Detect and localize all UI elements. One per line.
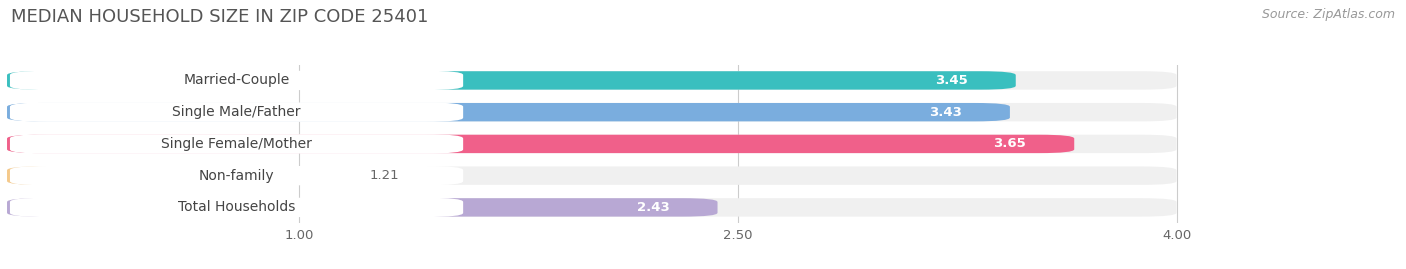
Text: 2.43: 2.43 — [637, 201, 669, 214]
Text: Married-Couple: Married-Couple — [183, 73, 290, 87]
Text: Single Male/Father: Single Male/Father — [173, 105, 301, 119]
FancyBboxPatch shape — [10, 71, 463, 90]
FancyBboxPatch shape — [7, 71, 1177, 90]
FancyBboxPatch shape — [7, 103, 1177, 121]
FancyBboxPatch shape — [7, 167, 361, 185]
Text: Non-family: Non-family — [198, 169, 274, 183]
FancyBboxPatch shape — [7, 135, 1074, 153]
FancyBboxPatch shape — [896, 72, 1007, 89]
FancyBboxPatch shape — [10, 134, 463, 154]
FancyBboxPatch shape — [7, 198, 1177, 217]
Text: 3.43: 3.43 — [929, 106, 962, 119]
Text: Source: ZipAtlas.com: Source: ZipAtlas.com — [1261, 8, 1395, 21]
FancyBboxPatch shape — [955, 136, 1066, 152]
Text: Total Households: Total Households — [179, 200, 295, 214]
Text: Single Female/Mother: Single Female/Mother — [162, 137, 312, 151]
Text: MEDIAN HOUSEHOLD SIZE IN ZIP CODE 25401: MEDIAN HOUSEHOLD SIZE IN ZIP CODE 25401 — [11, 8, 429, 26]
Text: 1.21: 1.21 — [370, 169, 399, 182]
FancyBboxPatch shape — [7, 103, 1010, 121]
FancyBboxPatch shape — [7, 167, 1177, 185]
Text: 3.45: 3.45 — [935, 74, 967, 87]
FancyBboxPatch shape — [10, 102, 463, 122]
FancyBboxPatch shape — [598, 199, 709, 216]
FancyBboxPatch shape — [7, 135, 1177, 153]
FancyBboxPatch shape — [890, 104, 1001, 121]
Text: 3.65: 3.65 — [994, 137, 1026, 150]
FancyBboxPatch shape — [10, 166, 463, 185]
FancyBboxPatch shape — [10, 198, 463, 217]
FancyBboxPatch shape — [7, 198, 717, 217]
FancyBboxPatch shape — [7, 71, 1015, 90]
